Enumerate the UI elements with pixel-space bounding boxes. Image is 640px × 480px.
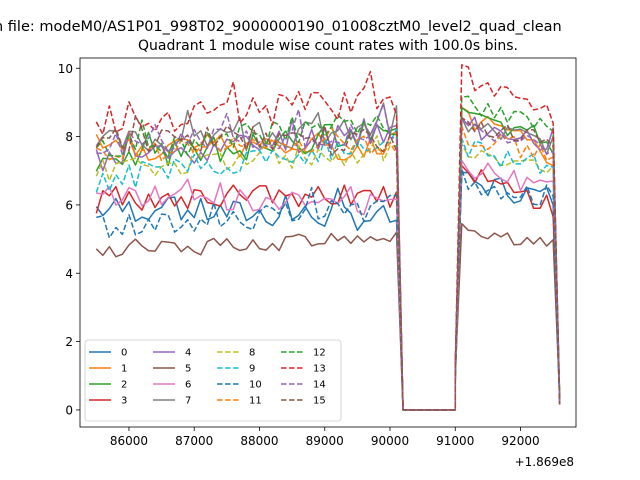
legend-label-12: 12 <box>313 348 326 359</box>
suptitle: n file: modeM0/AS1P01_998T02_9000000190_… <box>0 19 562 35</box>
series-line-3 <box>95 164 561 411</box>
legend-label-5: 5 <box>185 364 191 375</box>
legend-label-9: 9 <box>249 364 255 375</box>
series-line-7 <box>95 102 561 411</box>
x-tick-label: 87000 <box>175 434 213 448</box>
legend-label-1: 1 <box>121 364 127 375</box>
x-tick-label: 90000 <box>371 434 409 448</box>
y-tick-label: 2 <box>65 335 73 349</box>
legend-label-6: 6 <box>185 380 191 391</box>
y-axis: 0 2 4 6 8 10 <box>58 62 80 417</box>
series-line-13 <box>95 64 561 411</box>
series-line-15 <box>95 114 561 411</box>
plot-frame <box>79 57 577 428</box>
x-tick-label: 86000 <box>110 434 148 448</box>
legend-label-14: 14 <box>313 380 326 391</box>
x-tick-label: 92000 <box>501 434 539 448</box>
x-axis: 86000 87000 88000 89000 90000 91000 92000 <box>110 427 540 448</box>
series-line-6 <box>96 159 561 411</box>
chart-title: Quadrant 1 module wise count rates with … <box>138 38 518 54</box>
legend-label-0: 0 <box>121 348 127 359</box>
legend-label-7: 7 <box>185 396 191 407</box>
series-line-4 <box>95 116 561 411</box>
legend-label-15: 15 <box>313 396 326 407</box>
series-line-0 <box>95 171 561 411</box>
y-tick-label: 10 <box>58 62 73 76</box>
legend-label-4: 4 <box>185 348 191 359</box>
series-line-9 <box>95 127 561 411</box>
y-tick-label: 6 <box>65 198 73 212</box>
x-tick-label: 89000 <box>306 434 344 448</box>
y-tick-label: 4 <box>65 267 73 281</box>
x-tick-label: 91000 <box>436 434 474 448</box>
legend-box <box>84 339 342 422</box>
legend-label-2: 2 <box>121 380 127 391</box>
legend-label-13: 13 <box>313 364 326 375</box>
x-offset-text: +1.869e8 <box>515 455 574 469</box>
legend-label-10: 10 <box>249 380 262 391</box>
series-lines <box>95 64 561 411</box>
y-tick-label: 8 <box>65 130 73 144</box>
y-tick-label: 0 <box>65 403 73 417</box>
legend-label-8: 8 <box>249 348 255 359</box>
series-line-8 <box>95 135 561 411</box>
legend-label-11: 11 <box>249 396 262 407</box>
series-line-10 <box>96 168 561 411</box>
series-line-5 <box>95 222 561 411</box>
series-line-14 <box>96 103 561 411</box>
x-tick-label: 88000 <box>240 434 278 448</box>
legend-label-3: 3 <box>121 396 127 407</box>
